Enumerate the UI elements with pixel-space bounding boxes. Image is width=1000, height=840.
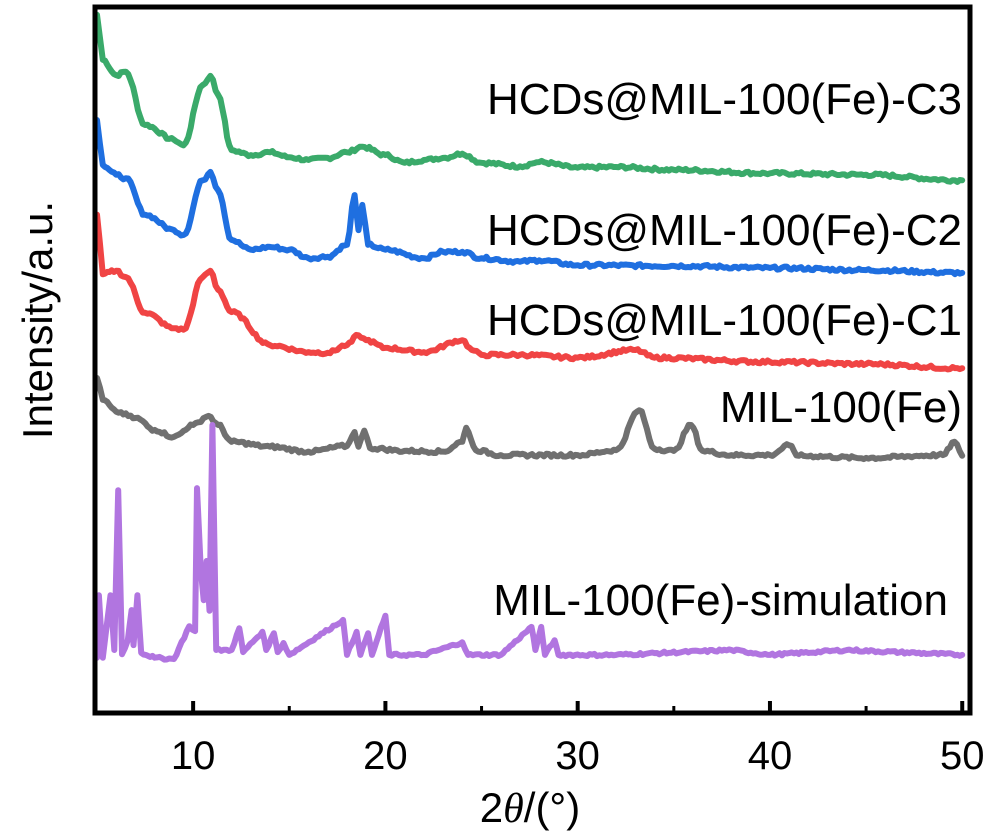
series-layer [94,11,966,663]
series-line-hcds-mil-100-fe-c2 [94,117,966,278]
x-axis-title: 2θ/(°) [480,784,580,832]
x-tick-label: 20 [363,734,408,778]
x-tick-label: 50 [940,734,985,778]
x-tick-label: 40 [748,734,793,778]
series-line-hcds-mil-100-fe-c1 [94,211,966,373]
y-axis-title: Intensity/a.u. [14,201,61,439]
series-line-mil-100-fe-simulation [94,422,966,663]
x-tick-label: 30 [555,734,600,778]
series-line-mil-100-fe [94,375,966,463]
series-line-hcds-mil-100-fe-c3 [94,11,966,185]
series-label-mil-100-fe: MIL-100(Fe) [720,383,962,432]
series-label-c3: HCDs@MIL-100(Fe)-C3 [487,75,962,124]
series-label-simulation: MIL-100(Fe)-simulation [493,576,948,625]
plot-frame [92,4,973,716]
x-axis-title-prefix: 2 [480,784,503,831]
x-ticks: 10 20 30 40 50 [171,701,985,778]
series-label-c1: HCDs@MIL-100(Fe)-C1 [487,296,962,345]
series-label-c2: HCDs@MIL-100(Fe)-C2 [487,206,962,255]
x-axis-title-suffix: /(°) [524,784,580,831]
x-tick-label: 10 [171,734,216,778]
x-axis-title-theta: θ [503,786,524,832]
